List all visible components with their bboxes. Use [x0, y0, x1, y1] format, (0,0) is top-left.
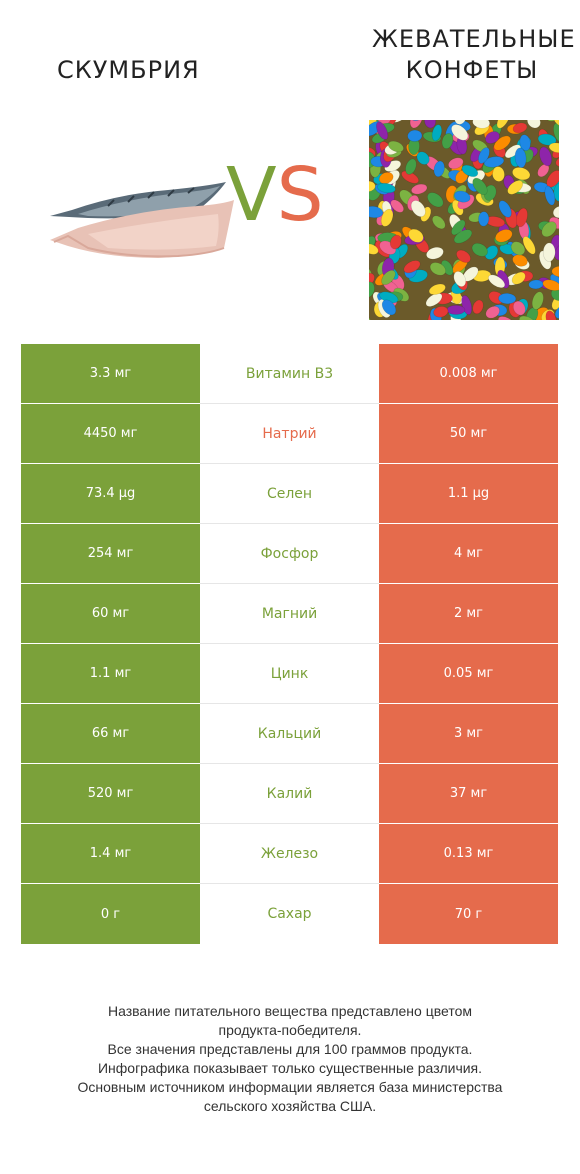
- nutrient-name: Магний: [200, 584, 379, 644]
- footer-line: Все значения представлены для 100 граммо…: [107, 1041, 473, 1057]
- left-value: 4450 мг: [21, 404, 200, 464]
- nutrient-name: Железо: [200, 824, 379, 884]
- nutrient-name: Витамин B3: [200, 344, 379, 404]
- vs-v: V: [226, 152, 277, 238]
- right-value: 70 г: [379, 884, 558, 944]
- right-title-line1: ЖЕВАТЕЛЬНЫЕ: [372, 25, 576, 53]
- right-value: 0.05 мг: [379, 644, 558, 704]
- footer-line: Название питательного вещества представл…: [107, 1003, 473, 1019]
- left-value: 66 мг: [21, 704, 200, 764]
- right-value: 0.008 мг: [379, 344, 558, 404]
- left-value: 1.1 мг: [21, 644, 200, 704]
- footer-line: продукта-победителя.: [218, 1022, 362, 1038]
- nutrient-name: Фосфор: [200, 524, 379, 584]
- vs-s: S: [276, 152, 324, 238]
- nutrient-name: Селен: [200, 464, 379, 524]
- table-row: 254 мг Фосфор 4 мг: [21, 524, 558, 584]
- nutrient-name: Кальций: [200, 704, 379, 764]
- left-value: 0 г: [21, 884, 200, 944]
- right-value: 1.1 µg: [379, 464, 558, 524]
- footer-note: Название питательного вещества представл…: [20, 1002, 560, 1116]
- table-row: 3.3 мг Витамин B3 0.008 мг: [21, 344, 558, 404]
- table-row: 73.4 µg Селен 1.1 µg: [21, 464, 558, 524]
- table-row: 60 мг Магний 2 мг: [21, 584, 558, 644]
- nutrient-name: Натрий: [200, 404, 379, 464]
- left-product-title: СКУМБРИЯ: [57, 56, 200, 84]
- right-value: 37 мг: [379, 764, 558, 824]
- nutrient-name: Цинк: [200, 644, 379, 704]
- left-value: 73.4 µg: [21, 464, 200, 524]
- table-row: 520 мг Калий 37 мг: [21, 764, 558, 824]
- right-title-line2: КОНФЕТЫ: [405, 56, 539, 84]
- footer-line: Инфографика показывает только существенн…: [97, 1060, 483, 1076]
- right-value: 50 мг: [379, 404, 558, 464]
- left-value: 3.3 мг: [21, 344, 200, 404]
- table-row: 1.4 мг Железо 0.13 мг: [21, 824, 558, 884]
- left-value: 1.4 мг: [21, 824, 200, 884]
- table-row: 66 мг Кальций 3 мг: [21, 704, 558, 764]
- right-value: 0.13 мг: [379, 824, 558, 884]
- footer-line: сельского хозяйства США.: [203, 1098, 377, 1114]
- table-row: 4450 мг Натрий 50 мг: [21, 404, 558, 464]
- comparison-table: 3.3 мг Витамин B3 0.008 мг 4450 мг Натрий 50 …: [21, 344, 558, 944]
- table-row: 0 г Сахар 70 г: [21, 884, 558, 944]
- table-row: 1.1 мг Цинк 0.05 мг: [21, 644, 558, 704]
- versus-label: VS: [226, 158, 324, 232]
- nutrient-name: Сахар: [200, 884, 379, 944]
- right-product-title: ЖЕВАТЕЛЬНЫЕ КОНФЕТЫ: [372, 24, 576, 86]
- right-value: 2 мг: [379, 584, 558, 644]
- footer-line: Основным источником информации является …: [77, 1079, 503, 1095]
- right-value: 4 мг: [379, 524, 558, 584]
- right-value: 3 мг: [379, 704, 558, 764]
- left-value: 520 мг: [21, 764, 200, 824]
- nutrient-name: Калий: [200, 764, 379, 824]
- left-value: 254 мг: [21, 524, 200, 584]
- jelly-beans-image: [369, 120, 559, 320]
- left-value: 60 мг: [21, 584, 200, 644]
- mackerel-image: [50, 182, 234, 258]
